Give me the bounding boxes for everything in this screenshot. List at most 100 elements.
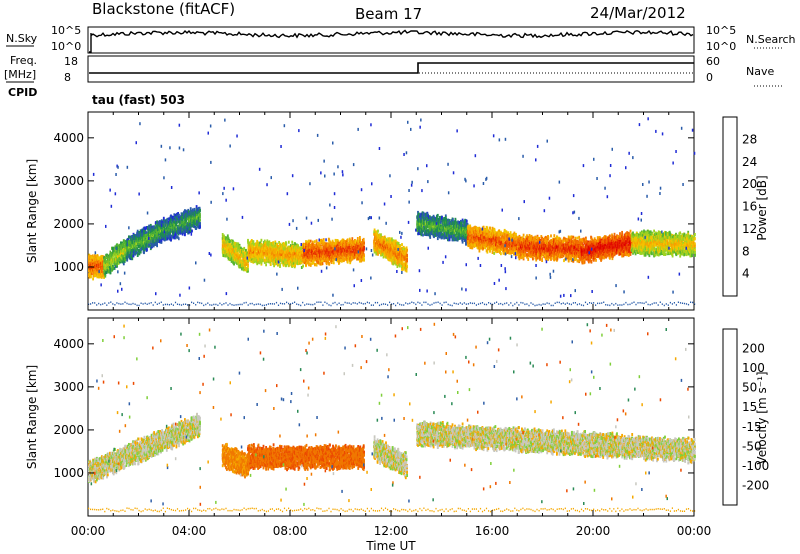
echo-cell [335,240,337,244]
echo-cell [166,217,169,221]
echo-cell [98,256,100,260]
echo-cell [290,246,293,250]
echo-cell [274,262,277,266]
echo-cell [242,259,245,263]
echo-cell [166,219,169,223]
echo-cell [308,263,310,267]
echo-cell [293,251,296,255]
echo-cell [302,264,304,268]
echo-cell [152,244,155,248]
nave-tick-top: 60 [706,55,720,68]
echo-cell [351,256,354,260]
echo-cell [189,225,192,229]
echo-cell [319,242,321,246]
echo-cell [363,254,365,258]
echo-cell [311,257,313,261]
echo-cell [114,245,117,249]
echo-cell [347,241,349,245]
echo-cell [265,250,268,254]
echo-cell [174,213,177,217]
echo-cell [307,247,310,251]
echo-cell [282,263,285,267]
echo-cell [180,231,183,235]
echo-cell [189,207,192,211]
echo-cell [272,241,275,245]
echo-cell [184,233,186,237]
echo-cell [189,213,192,217]
echo-cell [256,248,259,252]
echo-cell [313,243,316,247]
echo-cell [171,223,174,227]
echo-cell [274,255,277,259]
echo-cell [263,242,266,245]
echo-cell [294,242,296,246]
echo-cell [228,243,231,247]
echo-cell [260,238,263,242]
echo-cell [337,244,339,248]
echo-cell [153,225,155,229]
echo-cell [190,209,193,213]
echo-cell [343,240,346,244]
echo-cell [141,235,144,239]
echo-cell [223,234,225,238]
echo-cell [330,241,332,245]
echo-cell [93,268,95,272]
echo-cell [154,221,157,225]
echo-cell [189,216,192,220]
echo-cell [243,246,246,250]
echo-cell [199,213,201,217]
echo-cell [126,258,129,262]
echo-cell [337,247,340,251]
echo-cell [296,262,299,266]
echo-cell [308,246,311,250]
echo-cell [189,219,192,223]
echo-cell [294,264,296,268]
echo-cell [191,208,194,212]
echo-cell [176,216,179,220]
echo-cell [263,239,266,243]
echo-cell [92,277,94,281]
freq-tick-bottom: 8 [64,71,71,84]
echo-cell [181,218,184,222]
echo-cell [139,229,142,233]
echo-cell [195,226,198,230]
echo-cell [134,252,137,256]
echo-cell [256,255,259,259]
echo-cell [199,218,201,222]
beam-title: Beam 17 [355,5,422,23]
echo-cell [251,257,254,261]
echo-cell [90,266,93,270]
echo-cell [266,239,269,243]
echo-cell [311,241,314,245]
echo-cell [247,259,250,263]
echo-cell [197,222,199,226]
echo-cell [108,264,111,268]
sky-noise-trace [89,29,694,53]
echo-cell [269,262,272,266]
echo-cell [135,237,137,241]
echo-cell [144,227,147,231]
echo-cell [247,269,249,273]
power-frame [87,111,695,311]
echo-cell [332,257,335,261]
echo-cell [133,250,136,254]
echo-cell [141,228,144,232]
echo-cell [143,251,145,255]
echo-cell [250,239,253,242]
echo-cell [180,212,183,216]
echo-cell [322,238,325,242]
echo-cell [306,261,309,265]
echo-cell [149,230,152,234]
echo-cell [287,259,289,263]
echo-cell [351,237,354,241]
echo-cell [242,249,244,253]
echo-cell [245,248,247,252]
echo-cell [273,260,275,264]
echo-cell [346,240,348,244]
echo-cell [95,266,98,269]
echo-cell [226,248,229,251]
echo-cell [307,260,310,264]
echo-cell [321,260,323,264]
